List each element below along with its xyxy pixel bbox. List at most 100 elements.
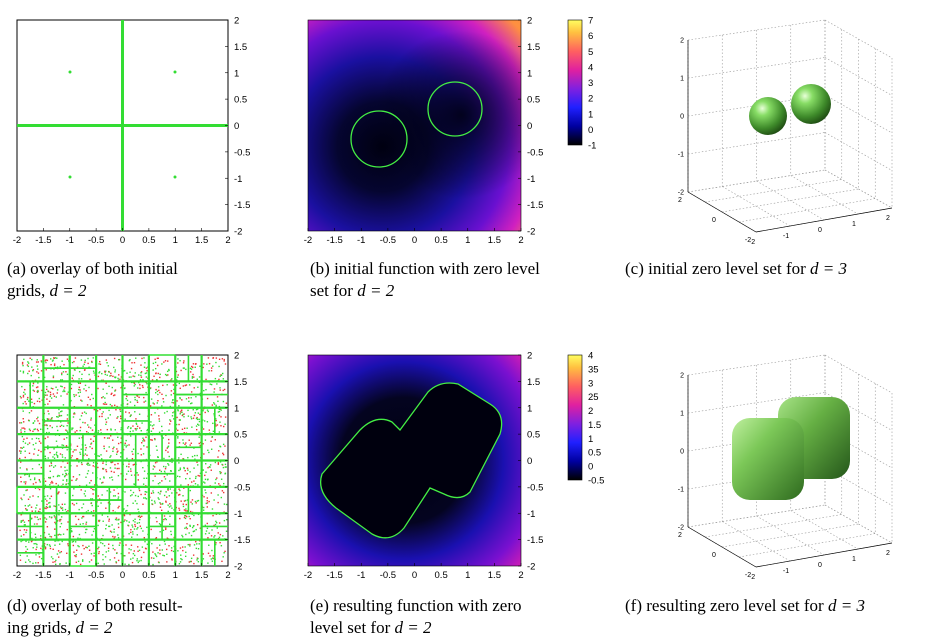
grid-node-green: [136, 528, 138, 530]
grid-node-green: [125, 473, 128, 475]
grid-node-green: [100, 502, 102, 504]
grid-node-red: [206, 506, 209, 508]
grid-node-green: [26, 398, 29, 401]
grid-node-green: [130, 549, 132, 551]
grid-node-green: [135, 429, 137, 431]
grid-node-red: [89, 378, 91, 381]
grid-node-green: [197, 423, 199, 426]
axis-ticks: -2 -1.5 -1 -0.5 0 0.5 1 1.5 221.510.50-0.5-1-1.5…: [304, 351, 544, 582]
grid-node-red: [63, 387, 66, 389]
grid-node-green: [186, 499, 189, 501]
grid-node-green: [58, 412, 60, 414]
grid-node-green: [72, 494, 74, 497]
grid-node-red: [198, 442, 200, 445]
grid-node-green: [171, 507, 173, 509]
y-tick-label: 2: [527, 351, 532, 362]
grid-node-red: [193, 376, 195, 378]
grid-node-red: [98, 551, 100, 553]
grid-node-red: [93, 408, 95, 411]
grid-node-green: [23, 474, 26, 476]
grid-node-red: [150, 439, 152, 441]
grid-node-green: [225, 518, 228, 521]
grid-node-green: [128, 548, 130, 550]
grid-node-green: [163, 540, 166, 543]
grid-node-green: [55, 563, 57, 566]
grid-node-red: [99, 360, 101, 363]
grid-node-green: [209, 383, 211, 385]
grid-node-red: [193, 387, 195, 389]
grid-node-red: [136, 395, 139, 397]
grid-node-red: [79, 426, 82, 429]
grid-node-green: [106, 362, 108, 364]
grid-node-red: [30, 398, 33, 400]
grid-node-green: [45, 431, 48, 434]
grid-node-green: [207, 449, 209, 451]
z-tick-label: 0: [680, 114, 684, 121]
grid-node-green: [195, 417, 198, 420]
grid-node-red: [22, 519, 24, 522]
grid-node-red: [71, 479, 73, 482]
grid-node-green: [144, 362, 146, 364]
grid-node-red: [53, 357, 56, 360]
grid-node-green: [20, 422, 23, 424]
grid-node-green: [85, 528, 87, 531]
grid-node-red: [103, 437, 106, 439]
grid-node-red: [66, 358, 69, 360]
grid-node-green: [88, 386, 90, 389]
grid-node-red: [38, 556, 41, 558]
grid-node-red: [76, 458, 78, 460]
grid-node-green: [152, 490, 154, 492]
grid-node-green: [117, 436, 119, 439]
grid-node-red: [152, 427, 154, 430]
grid-node-red: [218, 483, 220, 485]
grid-node-green: [183, 416, 185, 418]
grid-node-green: [88, 373, 90, 376]
grid-node-green: [160, 470, 163, 473]
grid-node-red: [87, 362, 89, 365]
grid-node-red: [46, 526, 49, 528]
grid-node-green: [91, 542, 94, 544]
grid-node-green: [129, 468, 132, 470]
grid-node-green: [78, 395, 81, 397]
grid-node-green: [187, 409, 189, 412]
colorbar-tick-label: 2: [588, 94, 593, 105]
grid-node-green: [138, 549, 141, 552]
grid-node-green: [128, 533, 130, 535]
grid-node-green: [128, 563, 130, 566]
grid-node-green: [165, 491, 167, 493]
grid-node-red: [154, 462, 157, 464]
grid-node-red: [215, 542, 217, 544]
grid-node-red: [193, 414, 196, 417]
grid-node-red: [48, 418, 50, 420]
grid-node-green: [44, 495, 46, 498]
colorbar-tick-label: 2: [588, 406, 593, 417]
grid-node-green: [54, 540, 56, 542]
grid-node-green: [179, 359, 181, 362]
grid-node-green: [27, 361, 29, 363]
grid-node-green: [90, 502, 93, 504]
grid-node-green: [59, 506, 62, 508]
grid-node-red: [105, 450, 108, 452]
grid-node-green: [205, 492, 207, 494]
grid-node-green: [43, 376, 46, 379]
grid-node-green: [31, 358, 33, 361]
grid-node-green: [24, 524, 26, 526]
grid-node-green: [107, 417, 109, 419]
grid-node-green: [168, 455, 170, 458]
grid-node-red: [65, 371, 67, 373]
grid-node-red: [158, 418, 160, 420]
grid-node-green: [91, 498, 94, 500]
grid-node-green: [58, 408, 60, 411]
grid-node-green: [27, 443, 29, 446]
grid-node-red: [210, 367, 213, 369]
grid-node-green: [81, 507, 83, 509]
grid-node-red: [170, 549, 173, 552]
grid-node-green: [161, 430, 163, 432]
grid-node-green: [114, 390, 116, 392]
grid-node-green: [115, 453, 118, 456]
grid-node-green: [164, 517, 166, 520]
grid-node-green: [56, 520, 59, 522]
grid-node-green: [61, 454, 64, 456]
grid-node-green: [197, 386, 199, 388]
